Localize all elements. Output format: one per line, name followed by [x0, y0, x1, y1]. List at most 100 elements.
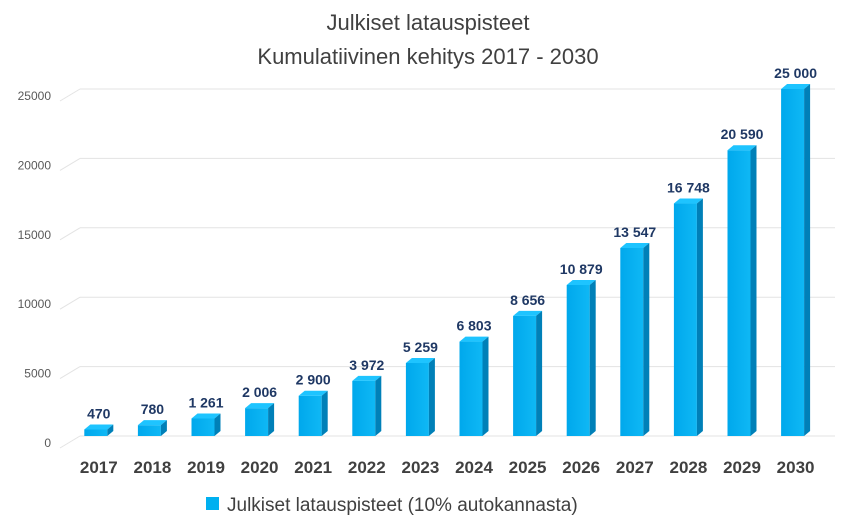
bars [84, 84, 811, 436]
bar [137, 420, 167, 436]
bar-side [536, 310, 543, 436]
bar [459, 336, 489, 436]
chart-title: Julkiset latauspisteet [327, 10, 530, 35]
gridline-side [59, 227, 81, 241]
data-label: 25 000 [774, 65, 817, 81]
bar-side [268, 403, 275, 436]
y-tick-label: 25000 [18, 89, 52, 103]
bar-side [321, 390, 328, 436]
bar-front [352, 380, 376, 436]
x-tick-label: 2019 [187, 458, 225, 477]
x-tick-label: 2020 [241, 458, 279, 477]
y-tick-label: 15000 [18, 228, 52, 242]
data-label: 6 803 [456, 318, 491, 334]
x-tick-label: 2026 [562, 458, 600, 477]
bar-top [137, 420, 167, 426]
x-tick-label: 2018 [133, 458, 171, 477]
bar-side [107, 424, 114, 436]
gridline-side [59, 157, 81, 171]
data-label: 8 656 [510, 292, 545, 308]
data-label: 2 900 [296, 372, 331, 388]
bar [405, 358, 435, 436]
bar-front [459, 341, 483, 436]
bar-top [84, 424, 114, 430]
bar [352, 375, 382, 436]
data-label: 10 879 [560, 261, 603, 277]
x-tick-label: 2027 [616, 458, 654, 477]
bar-top [513, 310, 543, 316]
x-tick-label: 2024 [455, 458, 493, 477]
bar-top [620, 242, 650, 248]
bar [620, 242, 650, 436]
x-tick-label: 2028 [669, 458, 707, 477]
legend: Julkiset latauspisteet (10% autokannasta… [206, 495, 578, 516]
bar-front [191, 418, 215, 436]
legend-label: Julkiset latauspisteet (10% autokannasta… [227, 495, 578, 516]
bar-top [352, 375, 382, 381]
bar-side [643, 242, 650, 436]
gridline-side [59, 435, 81, 449]
bar-front [405, 363, 429, 436]
data-label: 1 261 [188, 394, 223, 410]
bar [84, 424, 114, 436]
bar-top [245, 403, 275, 409]
bar [298, 390, 328, 436]
x-axis: 2017 2018 2019 2020 2021 2022 2023 2024 2025 2026… [80, 458, 815, 477]
data-label: 2 006 [242, 384, 277, 400]
bar-side [482, 336, 489, 436]
chart-subtitle: Kumulatiivinen kehitys 2017 - 2030 [257, 44, 598, 69]
bar-front [84, 429, 108, 436]
y-tick-label: 10000 [18, 297, 52, 311]
bar-side [589, 279, 596, 436]
data-label: 470 [87, 405, 111, 421]
bar-top [298, 390, 328, 396]
x-tick-label: 2029 [723, 458, 761, 477]
x-tick-label: 2030 [777, 458, 815, 477]
bar-side [375, 375, 382, 436]
bar-front [137, 425, 161, 436]
bar [727, 145, 757, 436]
bar [513, 310, 543, 436]
bar-side [214, 413, 221, 436]
data-label: 20 590 [721, 126, 764, 142]
x-tick-label: 2023 [401, 458, 439, 477]
x-tick-label: 2021 [294, 458, 332, 477]
data-label: 780 [141, 401, 165, 417]
y-axis: 0 5000 10000 15000 20000 25000 [18, 89, 52, 450]
bar-side [160, 420, 167, 436]
bar-top [191, 413, 221, 419]
bar-top [405, 358, 435, 364]
data-labels: 470 780 1 261 2 006 2 900 3 972 5 259 6 803 8 65… [87, 65, 817, 421]
bar [781, 84, 811, 436]
data-label: 3 972 [349, 357, 384, 373]
bar-side [428, 358, 435, 436]
bar-top [727, 145, 757, 151]
legend-swatch [206, 497, 219, 510]
bar-top [673, 198, 703, 204]
y-tick-label: 0 [44, 436, 51, 450]
bar-top [566, 279, 596, 285]
x-tick-label: 2022 [348, 458, 386, 477]
bar [191, 413, 221, 436]
bar-front [245, 408, 269, 436]
y-tick-label: 20000 [18, 158, 52, 172]
gridlines [59, 88, 835, 449]
data-label: 5 259 [403, 339, 438, 355]
gridline-side [59, 366, 81, 380]
bar-side [696, 198, 703, 436]
bar [245, 403, 275, 436]
bar-front [727, 150, 751, 436]
bar-front [566, 284, 590, 436]
x-tick-label: 2025 [509, 458, 547, 477]
data-label: 16 748 [667, 180, 710, 196]
bar-front [298, 395, 322, 436]
bar-front [620, 247, 644, 436]
bar-side [804, 84, 811, 436]
bar [566, 279, 596, 436]
bar-front [513, 315, 537, 436]
bar-front [781, 89, 805, 436]
x-tick-label: 2017 [80, 458, 118, 477]
bar [673, 198, 703, 436]
y-tick-label: 5000 [24, 367, 51, 381]
